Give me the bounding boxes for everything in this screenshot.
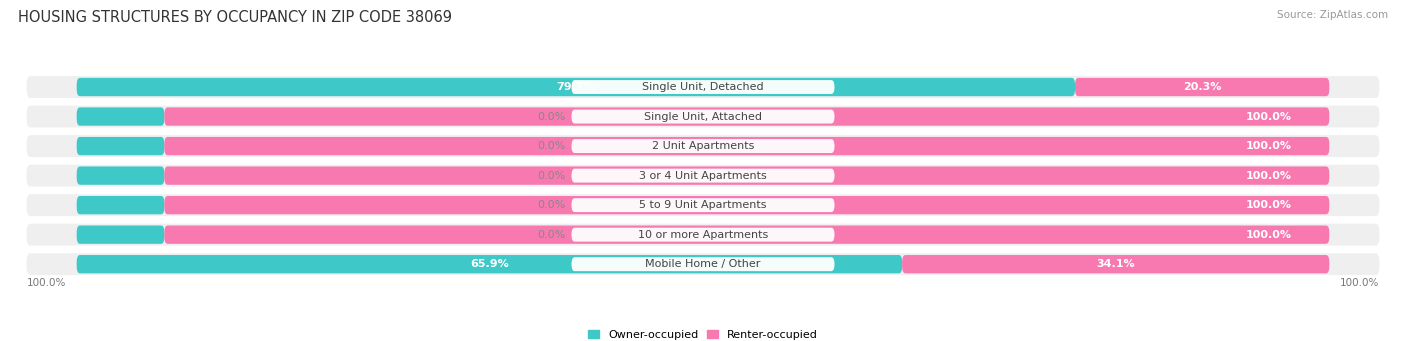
Text: 100.0%: 100.0% (1246, 200, 1292, 210)
FancyBboxPatch shape (1076, 78, 1329, 96)
FancyBboxPatch shape (571, 198, 835, 212)
Text: Source: ZipAtlas.com: Source: ZipAtlas.com (1277, 10, 1388, 20)
Text: 100.0%: 100.0% (1246, 112, 1292, 121)
FancyBboxPatch shape (571, 169, 835, 182)
Text: 100.0%: 100.0% (27, 278, 66, 288)
Text: 79.7%: 79.7% (557, 82, 595, 92)
Text: 0.0%: 0.0% (537, 112, 565, 121)
Text: 3 or 4 Unit Apartments: 3 or 4 Unit Apartments (640, 170, 766, 181)
FancyBboxPatch shape (77, 196, 165, 214)
Text: Single Unit, Attached: Single Unit, Attached (644, 112, 762, 121)
Text: 100.0%: 100.0% (1246, 170, 1292, 181)
FancyBboxPatch shape (77, 78, 1076, 96)
FancyBboxPatch shape (77, 255, 903, 273)
Text: 0.0%: 0.0% (537, 230, 565, 240)
Text: 65.9%: 65.9% (470, 259, 509, 269)
FancyBboxPatch shape (571, 109, 835, 123)
FancyBboxPatch shape (27, 165, 1379, 187)
Text: 2 Unit Apartments: 2 Unit Apartments (652, 141, 754, 151)
Text: 100.0%: 100.0% (1246, 230, 1292, 240)
FancyBboxPatch shape (77, 137, 165, 155)
FancyBboxPatch shape (571, 80, 835, 94)
FancyBboxPatch shape (77, 225, 165, 244)
FancyBboxPatch shape (27, 106, 1379, 128)
FancyBboxPatch shape (571, 228, 835, 242)
FancyBboxPatch shape (77, 107, 165, 126)
FancyBboxPatch shape (27, 253, 1379, 275)
Text: 100.0%: 100.0% (1340, 278, 1379, 288)
Text: 20.3%: 20.3% (1182, 82, 1222, 92)
Text: 5 to 9 Unit Apartments: 5 to 9 Unit Apartments (640, 200, 766, 210)
Text: Mobile Home / Other: Mobile Home / Other (645, 259, 761, 269)
Text: 10 or more Apartments: 10 or more Apartments (638, 230, 768, 240)
FancyBboxPatch shape (77, 166, 165, 185)
FancyBboxPatch shape (27, 76, 1379, 98)
FancyBboxPatch shape (27, 135, 1379, 157)
FancyBboxPatch shape (165, 166, 1329, 185)
FancyBboxPatch shape (27, 194, 1379, 216)
FancyBboxPatch shape (571, 257, 835, 271)
FancyBboxPatch shape (165, 196, 1329, 214)
FancyBboxPatch shape (27, 224, 1379, 246)
Legend: Owner-occupied, Renter-occupied: Owner-occupied, Renter-occupied (583, 325, 823, 341)
Text: 34.1%: 34.1% (1097, 259, 1135, 269)
Text: 0.0%: 0.0% (537, 170, 565, 181)
Text: Single Unit, Detached: Single Unit, Detached (643, 82, 763, 92)
Text: 0.0%: 0.0% (537, 141, 565, 151)
FancyBboxPatch shape (165, 137, 1329, 155)
FancyBboxPatch shape (571, 139, 835, 153)
FancyBboxPatch shape (165, 225, 1329, 244)
FancyBboxPatch shape (903, 255, 1329, 273)
Text: 100.0%: 100.0% (1246, 141, 1292, 151)
Text: 0.0%: 0.0% (537, 200, 565, 210)
FancyBboxPatch shape (165, 107, 1329, 126)
Text: HOUSING STRUCTURES BY OCCUPANCY IN ZIP CODE 38069: HOUSING STRUCTURES BY OCCUPANCY IN ZIP C… (18, 10, 453, 25)
